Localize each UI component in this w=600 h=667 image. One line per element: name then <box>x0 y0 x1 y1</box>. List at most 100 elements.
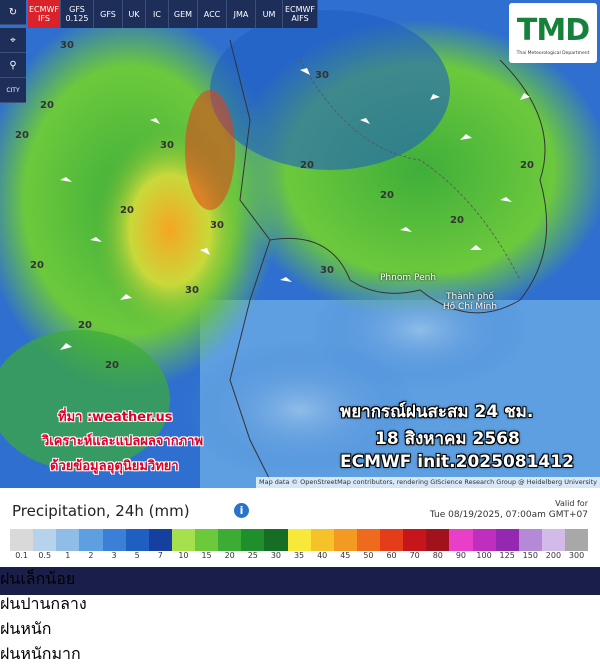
contour-label: 20 <box>105 360 119 371</box>
coastline <box>269 59 548 314</box>
model-button[interactable]: UM <box>256 0 283 28</box>
model-button[interactable]: GEM <box>169 0 198 28</box>
scale-swatch <box>218 529 242 551</box>
scale-label: 90 <box>455 551 467 560</box>
contour-label: 30 <box>315 70 329 81</box>
model-init: ECMWF init.2025081412 <box>340 452 574 472</box>
contour-label: 30 <box>320 265 334 276</box>
scale-label: 30 <box>270 551 282 560</box>
attribution: Map data © OpenStreetMap contributors, r… <box>256 477 600 488</box>
contour-label: 20 <box>120 205 134 216</box>
coastline <box>229 39 271 481</box>
rain-area <box>0 330 170 470</box>
source-text: ที่มา :weather.us <box>58 410 173 425</box>
scale-label: 80 <box>432 551 443 560</box>
light-rain <box>210 10 450 170</box>
scale-swatch <box>171 529 195 551</box>
contour-label: 20 <box>78 320 92 331</box>
scale-label: 300 <box>568 551 585 560</box>
category-label: ฝนหนักมาก <box>0 644 81 663</box>
scale-swatch <box>565 529 589 551</box>
scale-label: 70 <box>409 551 420 560</box>
model-button[interactable]: IC <box>146 0 169 28</box>
scale-label: 35 <box>293 551 305 560</box>
scale-swatch <box>495 529 519 551</box>
forecast-date: 18 สิงหาคม 2568 <box>375 429 520 449</box>
model-button[interactable]: ECMWF AIFS <box>283 0 318 28</box>
scale-label: 15 <box>201 551 212 560</box>
scale-label: 3 <box>111 551 117 560</box>
location-button[interactable]: ⌖ <box>0 28 26 53</box>
scale-swatch <box>449 529 473 551</box>
contour-label: 20 <box>450 215 464 226</box>
scale-label: 20 <box>224 551 235 560</box>
map-canvas <box>0 0 600 488</box>
scale-swatch <box>518 529 542 551</box>
contour-label: 20 <box>30 260 44 271</box>
contour-label: 20 <box>380 190 394 201</box>
scale-label: 150 <box>522 551 538 560</box>
scale-swatch <box>33 529 57 551</box>
map: ECMWF IFS GFS 0.125 GFS UK IC GEM ACC JM… <box>0 0 600 488</box>
place-label: Thành phố Hồ Chí Minh <box>442 292 498 312</box>
scale-label: 10 <box>178 551 189 560</box>
place-label: Phnom Penh <box>380 273 437 283</box>
scale-swatch <box>56 529 80 551</box>
scale-label: 7 <box>157 551 163 560</box>
scale-swatch <box>426 529 450 551</box>
logo-title: TMD <box>516 13 590 48</box>
model-button[interactable]: ECMWF IFS <box>28 0 61 28</box>
category-label: ฝนปานกลาง <box>0 594 87 613</box>
scale-swatch <box>10 529 34 551</box>
model-button[interactable]: ACC <box>198 0 227 28</box>
scale-label: 200 <box>545 551 562 560</box>
refresh-button[interactable]: ↻ <box>0 0 26 25</box>
scale-swatch <box>310 529 334 551</box>
note-text: วิเคราะห์และแปลผลจากภาพ <box>42 434 204 449</box>
scale-swatch <box>148 529 172 551</box>
city-button[interactable]: CITY <box>0 78 26 103</box>
scale-swatch <box>264 529 288 551</box>
scale-label: 1 <box>65 551 71 560</box>
valid-label: Valid for <box>555 499 588 508</box>
light-rain <box>180 340 420 480</box>
contour-label: 20 <box>40 100 54 111</box>
scale-label: 0.1 <box>15 551 28 560</box>
model-button[interactable]: JMA <box>227 0 256 28</box>
scale-swatch <box>287 529 311 551</box>
scale-swatch <box>333 529 357 551</box>
zoom-button[interactable]: ⚲ <box>0 53 26 78</box>
scale-swatch <box>79 529 103 551</box>
category-label: ฝนหนัก <box>0 619 52 638</box>
category-label: ฝนเล็กน้อย <box>0 569 76 588</box>
contour-label: 30 <box>60 40 74 51</box>
scale-label: 25 <box>247 551 258 560</box>
scale-swatch <box>241 529 265 551</box>
rain-categories: ฝนเล็กน้อยฝนปานกลางฝนหนักฝนหนักมาก <box>0 567 600 663</box>
scale-label: 100 <box>476 551 492 560</box>
contour-label: 20 <box>300 160 314 171</box>
model-button[interactable]: GFS <box>94 0 123 28</box>
note-text: ด้วยข้อมูลอุตุนิยมวิทยา <box>50 459 179 474</box>
contour-label: 20 <box>520 160 534 171</box>
contour-label: 30 <box>185 285 199 296</box>
contour-label: 20 <box>15 130 29 141</box>
model-button[interactable]: UK <box>123 0 146 28</box>
scale-swatch <box>195 529 219 551</box>
info-button[interactable]: i <box>234 503 249 518</box>
logo-subtitle: Thai Meteorological Department <box>516 51 590 56</box>
border <box>299 59 521 281</box>
scale-label: 50 <box>363 551 374 560</box>
heavy-rain <box>185 90 235 210</box>
model-button[interactable]: GFS 0.125 <box>61 0 94 28</box>
scale-label: 0.5 <box>38 551 52 560</box>
contour-label: 30 <box>210 220 224 231</box>
scale-label: 2 <box>88 551 94 560</box>
logo: TMD Thai Meteorological Department <box>509 3 597 63</box>
scale-label: 60 <box>386 551 397 560</box>
legend-title: Precipitation, 24h (mm) <box>12 502 190 520</box>
scale-swatch <box>472 529 496 551</box>
valid-time: Tue 08/19/2025, 07:00am GMT+07 <box>429 510 588 520</box>
scale-label: 45 <box>340 551 351 560</box>
